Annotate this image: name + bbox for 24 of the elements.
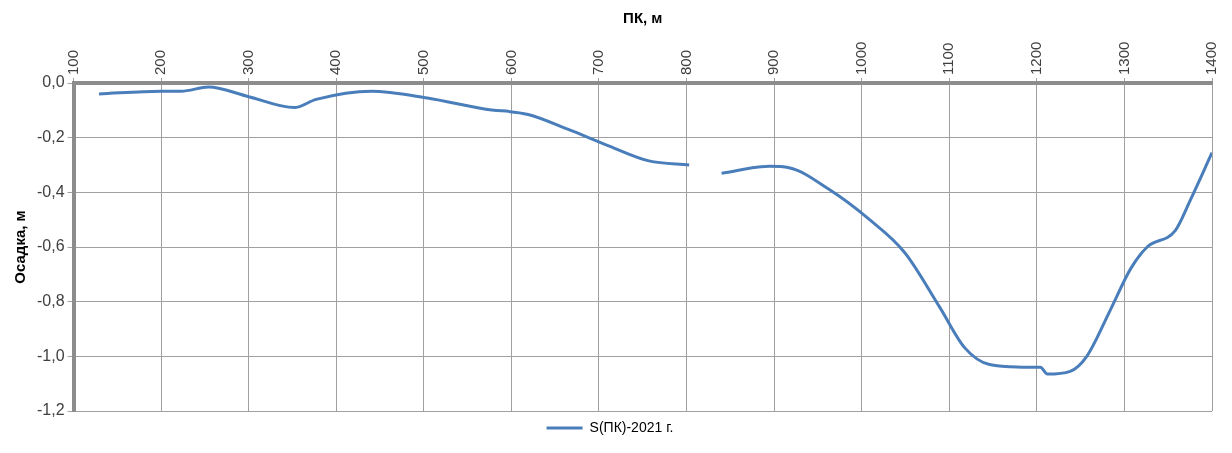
x-tick-label: 1200 (1027, 41, 1044, 75)
x-tick-label: 200 (151, 49, 169, 75)
y-tick-label: -0,4 (36, 182, 65, 200)
x-axis-title: ПК, м (623, 9, 663, 27)
x-tick-label: 600 (501, 49, 519, 75)
x-tick-label: 700 (589, 49, 607, 75)
y-tick-label: -1,2 (36, 401, 65, 419)
y-tick-label: -1,0 (36, 346, 65, 364)
y-tick-label: -0,6 (36, 237, 65, 255)
x-tick-label: 1400 (1202, 41, 1220, 75)
y-axis-title: Осадка, м (11, 210, 29, 284)
x-tick-label: 300 (238, 49, 256, 75)
legend-label: S(ПК)-2021 г. (589, 418, 674, 435)
y-tick-label: 0,0 (42, 73, 65, 91)
x-tick-label: 1100 (939, 42, 957, 75)
x-tick-label: 800 (676, 49, 694, 75)
x-tick-label: 500 (414, 49, 431, 75)
x-tick-label: 100 (63, 49, 81, 75)
y-tick-label: -0,8 (36, 292, 65, 310)
x-tick-label: 400 (326, 49, 344, 75)
x-tick-label: 1300 (1114, 41, 1132, 75)
x-tick-label: 900 (764, 49, 782, 75)
x-tick-label: 1000 (851, 41, 869, 75)
y-tick-label: -0,2 (36, 128, 65, 146)
